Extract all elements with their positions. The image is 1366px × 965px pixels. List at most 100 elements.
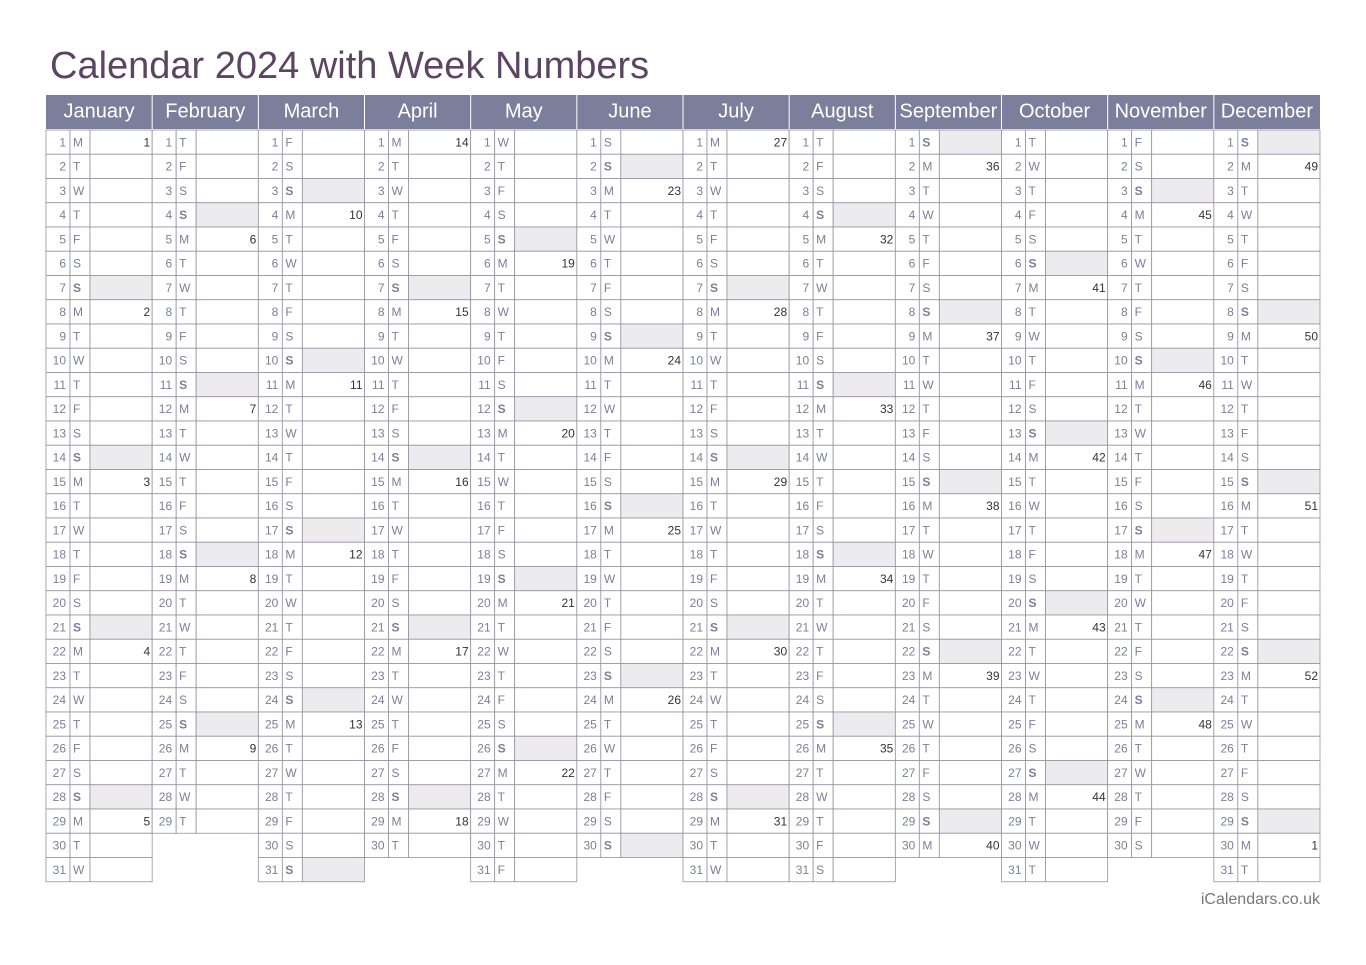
weekday: T xyxy=(710,669,718,683)
day-number-cell xyxy=(470,153,496,179)
note-cell xyxy=(408,178,472,204)
day-number: 18 xyxy=(1220,548,1234,562)
weekday: M xyxy=(498,766,508,780)
day-number: 5 xyxy=(484,232,491,246)
weekday: T xyxy=(392,329,400,343)
weekday: W xyxy=(73,693,85,707)
day-number-cell xyxy=(576,129,602,155)
day-number-cell xyxy=(894,178,920,204)
day-number-cell xyxy=(1001,541,1026,567)
day-number: 2 xyxy=(165,160,172,174)
day-number-cell xyxy=(682,541,708,567)
weekday: S xyxy=(1029,596,1037,610)
weekday: W xyxy=(179,790,191,804)
day-number: 16 xyxy=(690,499,704,513)
weekday: T xyxy=(1029,645,1037,659)
weekday: T xyxy=(1029,305,1037,319)
weekday: F xyxy=(285,305,292,319)
day-number-cell xyxy=(151,299,177,325)
weekday: T xyxy=(710,208,718,222)
weekday: M xyxy=(604,693,614,707)
day-number-cell xyxy=(894,396,920,422)
note-cell xyxy=(1045,857,1109,883)
note-cell xyxy=(408,493,472,519)
weekday: F xyxy=(604,790,611,804)
weekday: T xyxy=(498,669,506,683)
weekday: T xyxy=(179,475,187,489)
note-cell xyxy=(514,129,578,155)
day-number-cell xyxy=(576,202,602,228)
day-number: 24 xyxy=(796,693,810,707)
day-number-cell xyxy=(1107,784,1133,810)
note-cell xyxy=(301,420,365,446)
note-cell xyxy=(301,493,365,519)
note-cell xyxy=(408,517,472,543)
week-number: 47 xyxy=(1198,548,1212,562)
day-number: 23 xyxy=(690,669,704,683)
note-cell xyxy=(1257,614,1321,640)
day-number: 29 xyxy=(1008,814,1022,828)
day-number: 28 xyxy=(159,790,173,804)
note-cell xyxy=(301,784,365,810)
weekday: M xyxy=(498,257,508,271)
note-cell xyxy=(301,638,365,664)
note-cell xyxy=(726,250,790,276)
day-number: 8 xyxy=(1121,305,1128,319)
week-number: 17 xyxy=(455,645,469,659)
day-number: 16 xyxy=(477,499,491,513)
weekday: T xyxy=(816,766,824,780)
day-number: 23 xyxy=(1114,669,1128,683)
note-cell xyxy=(301,687,365,713)
note-cell xyxy=(408,275,472,301)
note-cell xyxy=(1257,711,1321,737)
note-cell xyxy=(1151,517,1215,543)
day-number-cell xyxy=(788,638,814,664)
note-cell xyxy=(1151,784,1215,810)
weekday: T xyxy=(1241,232,1249,246)
day-number: 6 xyxy=(802,257,809,271)
note-cell xyxy=(620,784,684,810)
week-number: 43 xyxy=(1092,620,1106,634)
day-number-cell xyxy=(45,784,71,810)
weekday: T xyxy=(816,257,824,271)
weekday: F xyxy=(1135,645,1142,659)
weekday: M xyxy=(1029,620,1039,634)
weekday: T xyxy=(285,232,293,246)
weekday: M xyxy=(710,135,720,149)
weekday: S xyxy=(392,426,400,440)
weekday: T xyxy=(1241,402,1249,416)
day-number-cell xyxy=(1107,590,1133,616)
day-number-cell xyxy=(682,760,708,786)
weekday: T xyxy=(392,669,400,683)
note-cell xyxy=(514,299,578,325)
note-cell xyxy=(938,541,1002,567)
day-number: 12 xyxy=(1220,402,1234,416)
day-number: 30 xyxy=(265,839,279,853)
day-number: 14 xyxy=(690,451,704,465)
week-number: 50 xyxy=(1305,329,1319,343)
day-number: 19 xyxy=(1220,572,1234,586)
day-number: 22 xyxy=(583,645,597,659)
day-number-cell xyxy=(257,638,283,664)
weekday: S xyxy=(498,378,506,392)
day-number-cell xyxy=(257,614,283,640)
note-cell xyxy=(1257,687,1321,713)
note-cell xyxy=(89,784,153,810)
day-number: 27 xyxy=(477,766,491,780)
day-number-cell xyxy=(364,226,389,252)
day-number-cell xyxy=(470,832,496,858)
day-number-cell xyxy=(151,226,177,252)
day-number: 29 xyxy=(583,814,597,828)
day-number-cell xyxy=(894,323,920,349)
note-cell xyxy=(1151,663,1215,689)
weekday: T xyxy=(604,717,612,731)
note-cell xyxy=(195,372,259,398)
week-number: 34 xyxy=(880,572,894,586)
note-cell xyxy=(938,202,1002,228)
note-cell xyxy=(514,541,578,567)
day-number: 28 xyxy=(53,790,67,804)
day-number-cell xyxy=(364,541,389,567)
note-cell xyxy=(1257,566,1321,592)
weekday: W xyxy=(710,354,722,368)
day-number: 27 xyxy=(902,766,916,780)
